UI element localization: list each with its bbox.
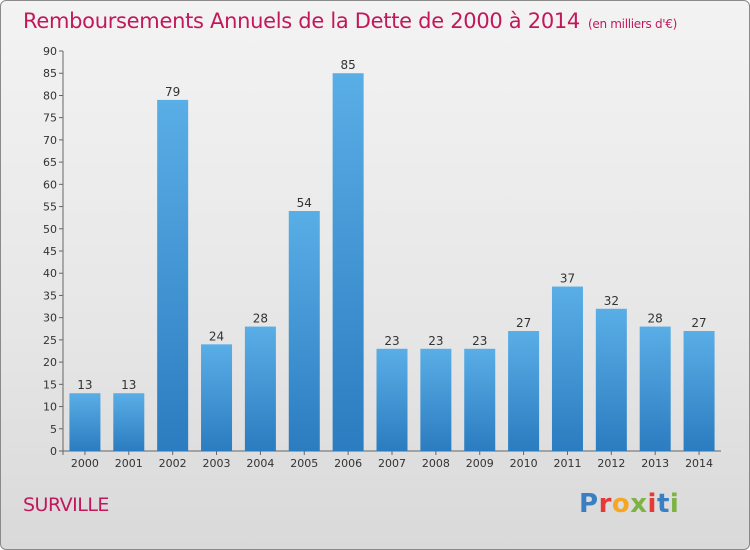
bar-2006 bbox=[332, 73, 364, 451]
logo-letter: r bbox=[598, 489, 612, 519]
y-tick-label: 35 bbox=[43, 289, 57, 302]
x-tick-label-2012: 2012 bbox=[597, 457, 625, 470]
data-label-2002: 79 bbox=[165, 85, 180, 99]
chart-title: Remboursements Annuels de la Dette de 20… bbox=[23, 9, 677, 33]
data-label-2008: 23 bbox=[428, 334, 443, 348]
y-tick-label: 60 bbox=[43, 178, 57, 191]
x-tick-label-2007: 2007 bbox=[378, 457, 406, 470]
data-label-2006: 85 bbox=[340, 58, 355, 72]
data-label-2009: 23 bbox=[472, 334, 487, 348]
x-tick-label-2010: 2010 bbox=[510, 457, 538, 470]
logo-letter: t bbox=[656, 489, 670, 519]
bar-2011 bbox=[551, 286, 583, 451]
data-label-2007: 23 bbox=[384, 334, 399, 348]
x-tick-label-2001: 2001 bbox=[115, 457, 143, 470]
x-tick-label-2006: 2006 bbox=[334, 457, 362, 470]
data-label-2013: 28 bbox=[648, 312, 663, 326]
data-label-2005: 54 bbox=[297, 196, 312, 210]
commune-name: SURVILLE bbox=[23, 494, 109, 516]
x-tick-label-2005: 2005 bbox=[290, 457, 318, 470]
logo-letter: i bbox=[647, 489, 657, 519]
bar-2000 bbox=[69, 393, 101, 451]
data-label-2012: 32 bbox=[604, 294, 619, 308]
y-tick-label: 70 bbox=[43, 134, 57, 147]
logo-letter: P bbox=[579, 489, 599, 519]
data-labels: 13 13 79 24 28 54 85 23 23 23 27 37 32 28 27 bbox=[77, 58, 706, 392]
bar-2005 bbox=[288, 211, 320, 451]
data-label-2003: 24 bbox=[209, 329, 224, 343]
y-tick-label: 30 bbox=[43, 312, 57, 325]
y-tick-label: 50 bbox=[43, 223, 57, 236]
x-tick-label-2013: 2013 bbox=[641, 457, 669, 470]
bar-2013 bbox=[639, 326, 671, 451]
y-tick-label: 80 bbox=[43, 89, 57, 102]
logo-letter: i bbox=[669, 489, 680, 519]
data-label-2000: 13 bbox=[77, 378, 92, 392]
bars bbox=[69, 73, 715, 451]
y-tick-label: 0 bbox=[50, 445, 57, 458]
y-tick-label: 5 bbox=[50, 423, 57, 436]
logo-letter: x bbox=[630, 489, 648, 519]
x-tick-label-2000: 2000 bbox=[71, 457, 99, 470]
data-label-2011: 37 bbox=[560, 272, 575, 286]
y-tick-label: 45 bbox=[43, 245, 57, 258]
axes: 0 5 10 15 20 25 30 35 40 45 50 55 60 65 70 75 80 85 90 2000… bbox=[43, 45, 721, 470]
y-tick-label: 40 bbox=[43, 267, 57, 280]
y-tick-label: 15 bbox=[43, 378, 57, 391]
data-label-2004: 28 bbox=[253, 312, 268, 326]
y-tick-label: 10 bbox=[43, 401, 57, 414]
bar-2014 bbox=[683, 331, 715, 451]
y-tick-label: 85 bbox=[43, 67, 57, 80]
y-tick-label: 25 bbox=[43, 334, 57, 347]
y-tick-label: 65 bbox=[43, 156, 57, 169]
y-tick-label: 20 bbox=[43, 356, 57, 369]
data-label-2014: 27 bbox=[691, 316, 706, 330]
y-tick-label: 90 bbox=[43, 45, 57, 58]
x-tick-label-2008: 2008 bbox=[422, 457, 450, 470]
bar-2001 bbox=[113, 393, 145, 451]
proxiti-logo: Proxiti bbox=[579, 489, 679, 519]
bar-2009 bbox=[464, 348, 496, 451]
x-tick-label-2004: 2004 bbox=[246, 457, 274, 470]
x-tick-label-2009: 2009 bbox=[466, 457, 494, 470]
logo-letter: o bbox=[611, 489, 631, 519]
bar-2002 bbox=[157, 99, 189, 451]
x-tick-label-2003: 2003 bbox=[203, 457, 231, 470]
y-tick-label: 55 bbox=[43, 201, 57, 214]
y-tick-label: 75 bbox=[43, 112, 57, 125]
x-tick-label-2011: 2011 bbox=[553, 457, 581, 470]
x-tick-label-2002: 2002 bbox=[159, 457, 187, 470]
data-label-2001: 13 bbox=[121, 378, 136, 392]
bar-2004 bbox=[244, 326, 276, 451]
bar-2010 bbox=[508, 331, 540, 451]
data-label-2010: 27 bbox=[516, 316, 531, 330]
bar-2003 bbox=[201, 344, 233, 451]
bar-2007 bbox=[376, 348, 408, 451]
bar-2008 bbox=[420, 348, 452, 451]
chart-unit: (en milliers d'€) bbox=[588, 17, 678, 31]
bar-2012 bbox=[595, 308, 627, 451]
x-tick-label-2014: 2014 bbox=[685, 457, 713, 470]
chart-title-text: Remboursements Annuels de la Dette de 20… bbox=[23, 9, 580, 33]
